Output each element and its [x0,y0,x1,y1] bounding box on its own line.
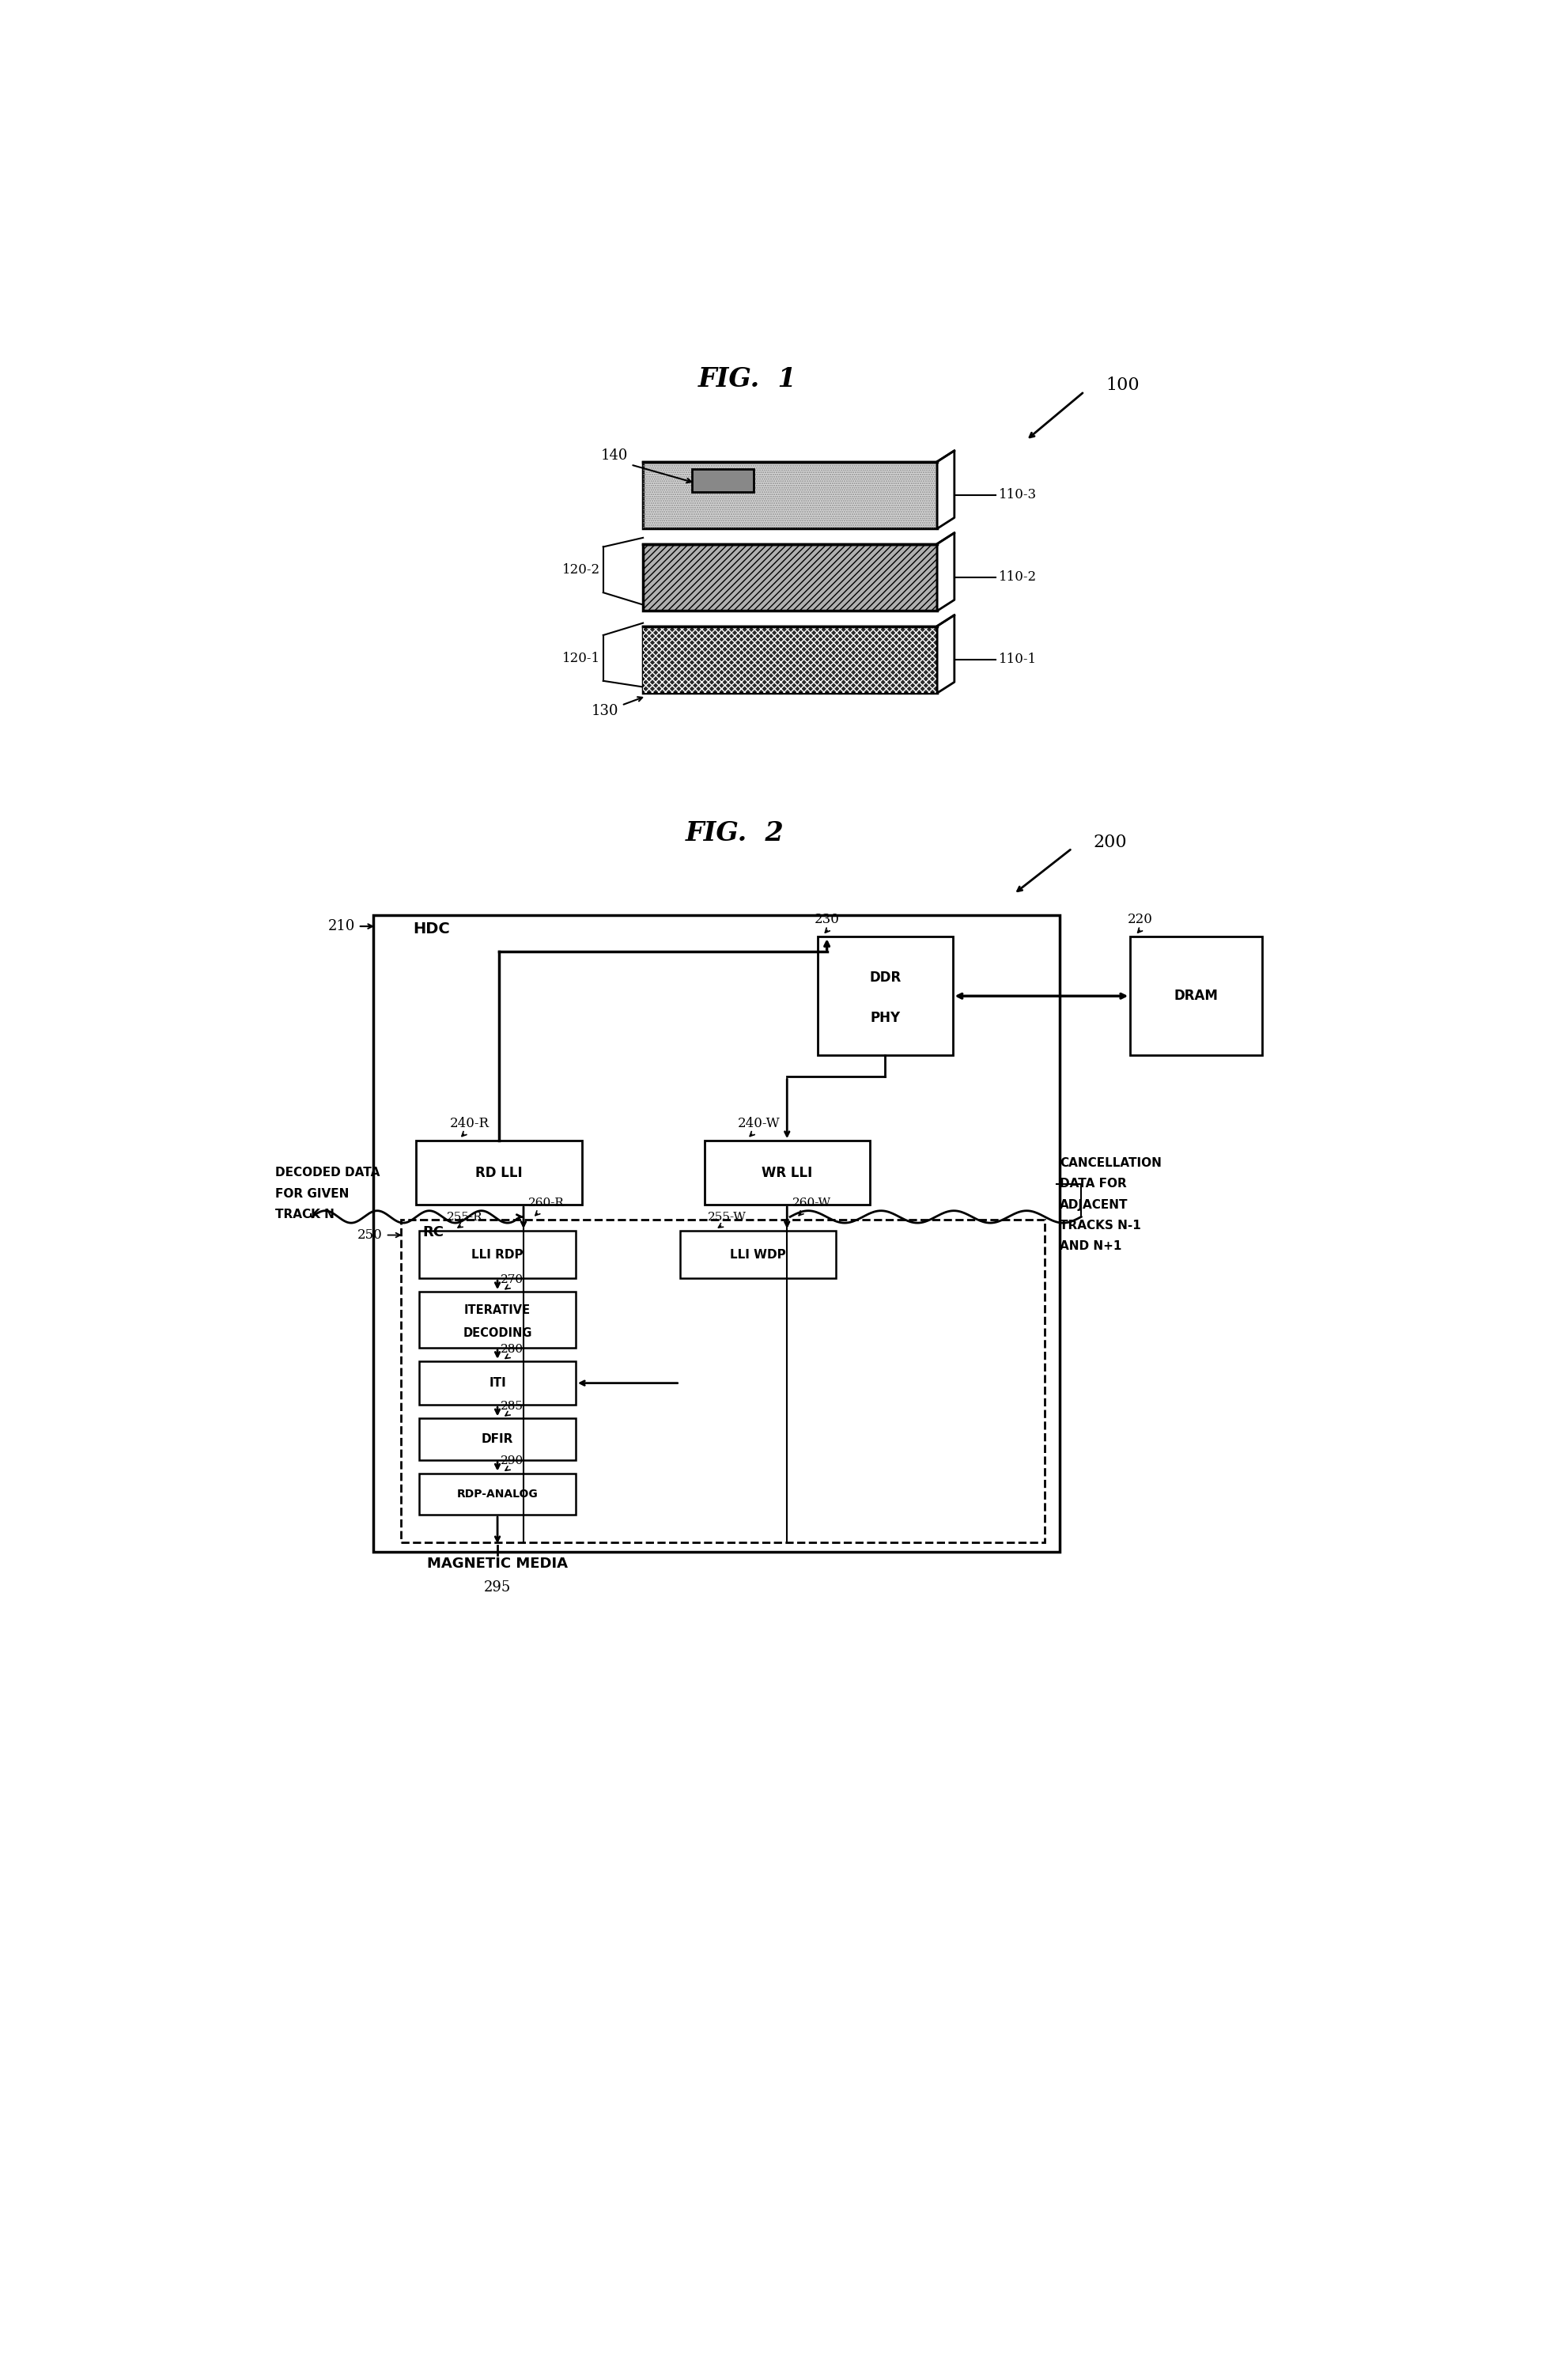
Polygon shape [937,614,955,693]
Text: 120-2: 120-2 [562,564,599,576]
Text: WR LLI: WR LLI [762,1166,812,1180]
Text: DATA FOR: DATA FOR [1060,1178,1127,1190]
Text: LLI WDP: LLI WDP [729,1250,786,1261]
Text: DECODED DATA: DECODED DATA [275,1166,380,1178]
Text: 200: 200 [1094,833,1127,852]
Text: MAGNETIC MEDIA: MAGNETIC MEDIA [427,1557,568,1571]
Bar [679,1230,836,1278]
Bar [643,545,937,612]
Text: RC: RC [423,1226,444,1240]
Text: FIG.  1: FIG. 1 [698,367,797,393]
Bar [419,1473,576,1514]
Text: CANCELLATION: CANCELLATION [1060,1157,1161,1169]
Text: ITERATIVE: ITERATIVE [465,1304,531,1316]
Bar [692,469,753,493]
Bar [1130,938,1261,1054]
Text: 110-1: 110-1 [998,652,1036,666]
Bar [416,1140,582,1204]
Text: 280: 280 [501,1342,524,1354]
Text: 255-W: 255-W [707,1211,747,1223]
Bar [817,938,953,1054]
Text: 240-R: 240-R [451,1116,490,1131]
Text: 290: 290 [501,1457,524,1466]
Text: DDR: DDR [869,971,901,985]
Text: FOR GIVEN: FOR GIVEN [275,1188,349,1200]
Text: 230: 230 [815,914,840,926]
Text: ADJACENT: ADJACENT [1060,1200,1128,1211]
Text: 110-3: 110-3 [998,488,1036,502]
Text: AND N+1: AND N+1 [1060,1240,1122,1252]
Text: TRACK N: TRACK N [275,1209,335,1221]
Bar [419,1230,576,1278]
Text: DFIR: DFIR [482,1433,513,1445]
Text: 260-R: 260-R [529,1197,565,1209]
Text: 270: 270 [501,1273,524,1285]
Bar [419,1361,576,1404]
Text: 130: 130 [592,704,618,719]
Text: 100: 100 [1106,376,1139,395]
Text: FIG.  2: FIG. 2 [685,821,784,847]
Bar [419,1292,576,1347]
Text: HDC: HDC [413,921,451,935]
Text: PHY: PHY [870,1012,900,1026]
Text: 210: 210 [327,919,355,933]
Text: 295: 295 [484,1580,512,1595]
Bar [643,545,937,612]
Text: TRACKS N-1: TRACKS N-1 [1060,1219,1141,1230]
Text: LLI RDP: LLI RDP [471,1250,523,1261]
Text: 220: 220 [1127,914,1152,926]
Text: 285: 285 [501,1402,523,1411]
Polygon shape [937,533,955,612]
Bar [401,1221,1044,1542]
Text: RD LLI: RD LLI [476,1166,523,1180]
Bar [643,462,937,528]
Text: 110-2: 110-2 [998,571,1036,583]
Text: 240-W: 240-W [739,1116,781,1131]
Text: 250: 250 [357,1228,382,1242]
Bar [643,626,937,693]
Text: ITI: ITI [488,1378,505,1390]
Text: 120-1: 120-1 [562,652,599,664]
Bar [419,1418,576,1459]
Polygon shape [937,450,955,528]
Text: 140: 140 [601,447,628,462]
Bar [704,1140,870,1204]
Text: 260-W: 260-W [792,1197,831,1209]
Text: 255-R: 255-R [448,1211,484,1223]
Bar [643,462,937,528]
Text: RDP-ANALOG: RDP-ANALOG [457,1488,538,1499]
Bar [643,626,937,693]
Text: DRAM: DRAM [1174,990,1218,1002]
Bar [374,916,1060,1552]
Text: DECODING: DECODING [463,1328,532,1340]
